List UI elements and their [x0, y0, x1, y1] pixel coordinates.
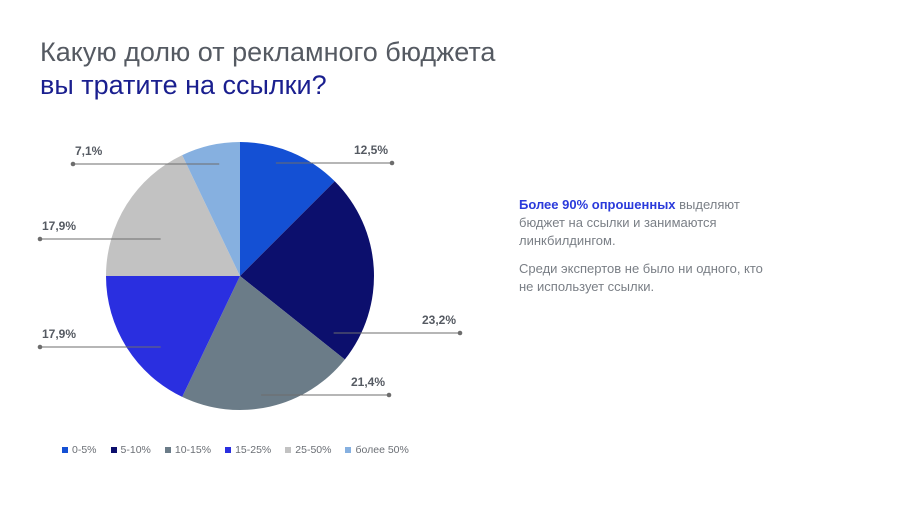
leader-dot-3 — [386, 392, 392, 398]
legend-swatch-6 — [345, 447, 352, 453]
side-paragraph-2: Среди экспертов не было ни одного, кто н… — [519, 261, 763, 294]
legend-swatch-2 — [110, 447, 117, 453]
leader-dot-5 — [37, 236, 43, 242]
legend-label-2: 5-10% — [120, 444, 151, 456]
legend-label-3: 10-15% — [174, 444, 212, 456]
data-label-4: 17,9% — [42, 327, 76, 341]
leader-dot-6 — [70, 161, 76, 167]
legend-item-4: 15-25% — [225, 444, 271, 456]
legend-label-6: более 50% — [355, 444, 409, 456]
leader-dot-1 — [389, 160, 395, 166]
data-label-1: 12,5% — [354, 143, 388, 157]
data-label-3: 21,4% — [351, 375, 385, 389]
pie-slice-3 — [182, 276, 345, 410]
legend-label-4: 15-25% — [235, 444, 272, 456]
legend-label-1: 0-5% — [72, 444, 97, 456]
legend-item-5: 25-50% — [285, 444, 331, 456]
legend-item-3: 10-15% — [164, 444, 212, 456]
pie-slice-6 — [182, 142, 240, 276]
pie-slice-4 — [106, 276, 240, 397]
legend-item-6: более 50% — [345, 444, 409, 456]
data-label-6: 7,1% — [75, 144, 103, 158]
legend-swatch-1 — [62, 447, 68, 453]
title-line-1: Какую долю от рекламного бюджета — [40, 37, 496, 67]
legend-swatch-3 — [164, 447, 171, 453]
legend-swatch-5 — [285, 447, 292, 453]
highlight-text: Более 90% опрошенных — [519, 197, 676, 212]
side-note: Более 90% опрошенных выделяют бюджет на … — [519, 196, 774, 306]
chart-legend: 0-5% 5-10% 10-15% 15-25% 25-50% более 50% — [62, 444, 409, 456]
legend-item-2: 5-10% — [110, 444, 151, 456]
pie-slice-5 — [106, 155, 240, 276]
legend-swatch-4 — [225, 447, 232, 453]
legend-item-1: 0-5% — [62, 444, 97, 456]
legend-label-5: 25-50% — [295, 444, 332, 456]
pie-slice-1 — [240, 142, 335, 276]
data-label-2: 23,2% — [422, 313, 456, 327]
leader-dot-4 — [37, 344, 43, 350]
leader-dot-2 — [457, 330, 463, 336]
side-paragraph-1: Более 90% опрошенных выделяют бюджет на … — [519, 196, 774, 250]
pie-slice-2 — [240, 181, 374, 360]
paragraph-1-rest: выделяют бюджет на ссылки и занимаются л… — [519, 197, 740, 248]
title-line-2: вы тратите на ссылки? — [40, 70, 327, 100]
data-label-5: 17,9% — [42, 219, 76, 233]
chart-title: Какую долю от рекламного бюджета вы трат… — [40, 36, 495, 102]
